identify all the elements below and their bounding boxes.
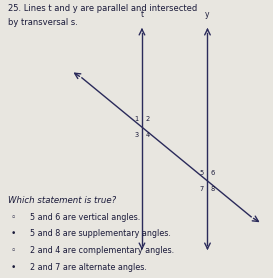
Text: 25. Lines t and y are parallel and intersected: 25. Lines t and y are parallel and inter… xyxy=(8,4,197,13)
Text: 5 and 8 are supplementary angles.: 5 and 8 are supplementary angles. xyxy=(30,229,171,238)
Text: 6: 6 xyxy=(211,170,215,176)
Text: ◦: ◦ xyxy=(11,213,16,222)
Text: 2 and 7 are alternate angles.: 2 and 7 are alternate angles. xyxy=(30,263,147,272)
Text: 2: 2 xyxy=(145,116,150,122)
Text: 7: 7 xyxy=(200,186,204,192)
Text: t: t xyxy=(140,11,144,19)
Text: •: • xyxy=(11,263,16,272)
Text: 4: 4 xyxy=(145,132,150,138)
Text: 1: 1 xyxy=(134,116,139,122)
Text: Which statement is true?: Which statement is true? xyxy=(8,196,117,205)
Text: by transversal s.: by transversal s. xyxy=(8,18,78,27)
Text: 5 and 6 are vertical angles.: 5 and 6 are vertical angles. xyxy=(30,213,140,222)
Text: 3: 3 xyxy=(134,132,139,138)
Text: •: • xyxy=(11,229,16,238)
Text: y: y xyxy=(205,11,210,19)
Text: ◦: ◦ xyxy=(11,246,16,255)
Text: 2 and 4 are complementary angles.: 2 and 4 are complementary angles. xyxy=(30,246,174,255)
Text: 5: 5 xyxy=(200,170,204,176)
Text: 8: 8 xyxy=(211,186,215,192)
